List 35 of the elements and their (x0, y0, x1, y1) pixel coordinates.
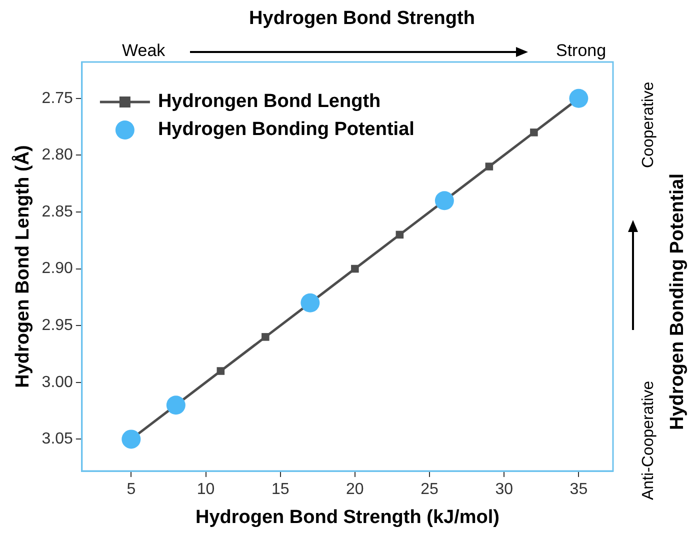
legend-label: Hydrogen Bonding Potential (158, 119, 414, 140)
point (216, 367, 225, 375)
point (569, 88, 588, 108)
point (485, 162, 494, 170)
y-tick-label: 3.00 (42, 374, 74, 391)
point (351, 264, 359, 273)
text: Strong (556, 41, 606, 61)
x-tick-label: 30 (495, 481, 514, 498)
point (262, 333, 270, 341)
x-tick-label: 35 (570, 481, 588, 498)
y-tick-label: 2.90 (42, 260, 74, 278)
x-tick-label: 25 (420, 481, 439, 498)
x-tick-label: 15 (271, 481, 290, 498)
point (122, 430, 141, 449)
y-tick-label: 2.95 (42, 316, 74, 334)
x-tick-label: 20 (346, 481, 364, 498)
chart-title: Hydrogen Bond Strength (248, 8, 476, 30)
point (396, 230, 404, 239)
point (434, 191, 454, 210)
x-axis-title: Hydrogen Bond Strength (kJ/mol) (195, 506, 500, 528)
y-tick-label: 2.85 (42, 203, 74, 220)
point (166, 396, 186, 415)
x-tick-label: 5 (126, 481, 136, 498)
y2-axis-title: Hydrogen Bonding Potential (667, 174, 689, 430)
legend-label: Hydrongen Bond Length (158, 91, 381, 112)
text: Weak (122, 41, 166, 61)
point (300, 293, 320, 312)
text: Anti-Cooperative (640, 380, 658, 500)
x-tick-label: 10 (196, 481, 215, 498)
point (530, 128, 538, 136)
y-axis-title: Hydrogen Bond Length (Å) (12, 145, 34, 388)
text: Cooperative (640, 82, 658, 168)
y-tick-label: 2.75 (42, 90, 74, 107)
y-tick-label: 2.80 (42, 146, 74, 164)
y-tick-label: 3.05 (42, 430, 74, 448)
